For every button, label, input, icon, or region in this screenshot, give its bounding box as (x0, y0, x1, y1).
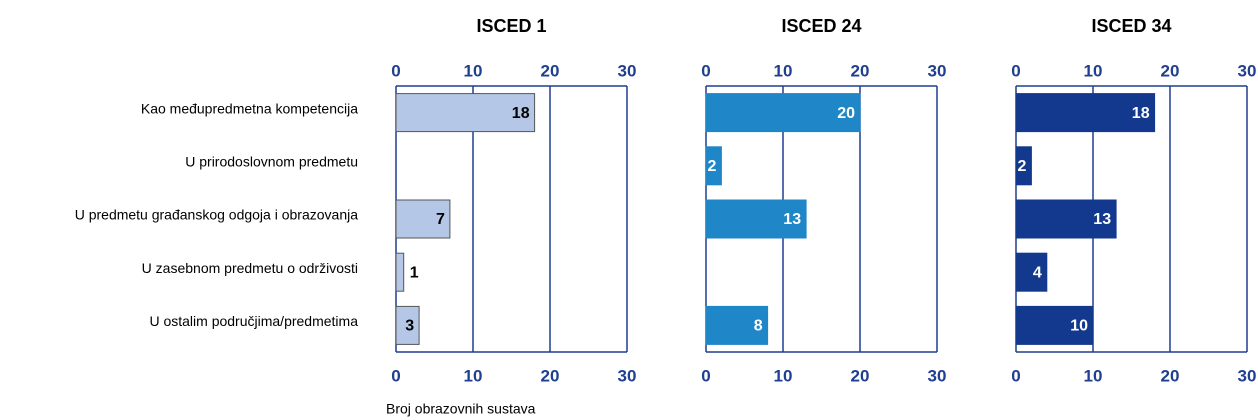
x-tick-label-bottom: 30 (1238, 366, 1257, 385)
x-tick-label-top: 20 (851, 61, 870, 80)
x-tick-label-bottom: 20 (851, 366, 870, 385)
value-label: 20 (837, 105, 855, 122)
x-tick-label-bottom: 20 (541, 366, 560, 385)
value-label: 10 (1070, 318, 1088, 335)
x-tick-label-bottom: 30 (928, 366, 947, 385)
panel-title: ISCED 24 (781, 16, 861, 36)
value-label: 18 (512, 105, 530, 122)
bar (705, 199, 807, 239)
value-label: 7 (436, 211, 445, 228)
panel-title: ISCED 34 (1091, 16, 1171, 36)
bar (1015, 146, 1032, 186)
bar (1015, 252, 1048, 292)
x-tick-label-bottom: 0 (701, 366, 710, 385)
x-tick-label-top: 30 (618, 61, 637, 80)
x-tick-label-top: 20 (541, 61, 560, 80)
panel-title: ISCED 1 (476, 16, 546, 36)
bar (395, 252, 405, 292)
x-tick-label-bottom: 0 (391, 366, 400, 385)
category-label: U zasebnom predmetu o održivosti (142, 260, 358, 276)
bar (395, 93, 536, 133)
bar (395, 199, 451, 239)
category-label: U prirodoslovnom predmetu (185, 154, 358, 170)
x-tick-label-bottom: 10 (774, 366, 793, 385)
value-label: 18 (1132, 105, 1150, 122)
bar (1015, 305, 1094, 345)
x-tick-label-top: 30 (1238, 61, 1257, 80)
x-tick-label-top: 10 (774, 61, 793, 80)
x-tick-label-bottom: 0 (1011, 366, 1020, 385)
x-tick-label-bottom: 20 (1161, 366, 1180, 385)
bar (705, 305, 769, 345)
x-tick-label-top: 0 (391, 61, 400, 80)
value-label: 4 (1033, 264, 1042, 281)
x-tick-label-top: 20 (1161, 61, 1180, 80)
value-label: 8 (754, 318, 763, 335)
x-tick-label-top: 10 (1084, 61, 1103, 80)
category-label: U ostalim područjima/predmetima (149, 313, 358, 329)
bar (395, 305, 420, 345)
x-tick-label-top: 0 (1011, 61, 1020, 80)
category-label: U predmetu građanskog odgoja i obrazovan… (75, 207, 359, 223)
x-axis-label: Broj obrazovnih sustava (386, 401, 536, 417)
value-label: 2 (1017, 158, 1026, 175)
bar (705, 146, 722, 186)
x-tick-label-top: 0 (701, 61, 710, 80)
x-tick-label-bottom: 30 (618, 366, 637, 385)
x-tick-label-top: 30 (928, 61, 947, 80)
bar (1015, 93, 1156, 133)
value-label: 13 (1093, 211, 1111, 228)
bar (1015, 199, 1117, 239)
value-label: 1 (410, 264, 419, 281)
value-label: 13 (783, 211, 801, 228)
value-label: 3 (405, 318, 414, 335)
value-label: 2 (707, 158, 716, 175)
x-tick-label-top: 10 (464, 61, 483, 80)
category-label: Kao međupredmetna kompetencija (141, 100, 358, 116)
x-tick-label-bottom: 10 (1084, 366, 1103, 385)
bar (705, 93, 861, 133)
x-tick-label-bottom: 10 (464, 366, 483, 385)
